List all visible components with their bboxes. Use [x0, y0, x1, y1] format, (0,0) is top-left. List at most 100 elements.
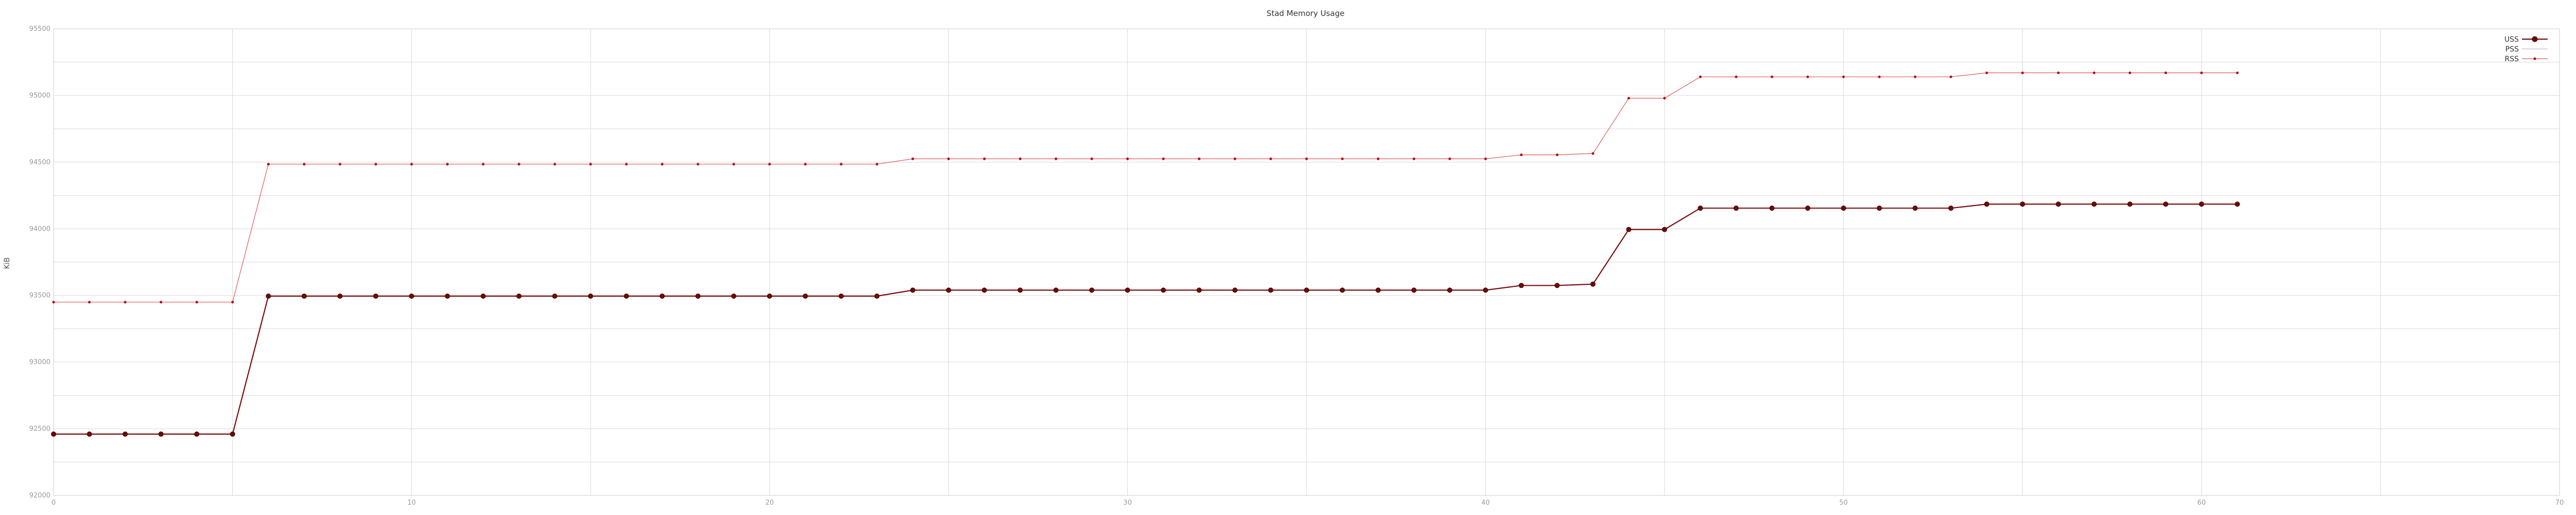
uss-point — [194, 431, 199, 437]
uss-point — [946, 287, 952, 293]
data-series — [51, 71, 2240, 437]
rss-point — [1770, 75, 1773, 78]
rss-point — [1735, 75, 1738, 78]
rss-point — [625, 163, 628, 166]
legend-label: PSS — [2505, 45, 2519, 54]
x-tick-label: 20 — [765, 499, 774, 507]
rss-point — [840, 163, 843, 166]
uss-point — [1340, 287, 1345, 293]
uss-point — [838, 294, 844, 299]
rss-point — [1950, 75, 1953, 78]
axes: 92000 92500 93000 93500 94000 94500 95000 95500… — [29, 25, 2564, 507]
uss-point — [1483, 287, 1488, 293]
rss-point — [1197, 157, 1201, 160]
uss-point — [1518, 283, 1524, 288]
rss-point — [1555, 153, 1558, 157]
x-tick-label: 0 — [52, 499, 56, 507]
uss-point — [122, 431, 128, 437]
x-tick-label: 40 — [1481, 499, 1490, 507]
legend-item-pss: PSS — [2505, 45, 2548, 54]
rss-point — [2200, 71, 2203, 75]
uss-point — [981, 287, 987, 293]
uss-point — [910, 287, 916, 293]
uss-point — [731, 294, 737, 299]
rss-point — [2128, 71, 2131, 75]
uss-point — [1841, 205, 1846, 211]
rss-point — [1269, 157, 1273, 160]
rss-point — [1412, 157, 1416, 160]
uss-point — [552, 294, 557, 299]
x-tick-label: 30 — [1123, 499, 1132, 507]
uss-point — [1948, 205, 1954, 211]
rss-point — [553, 163, 556, 166]
rss-point — [1448, 157, 1451, 160]
uss-point — [230, 431, 235, 437]
uss-point — [1554, 283, 1560, 288]
y-axis-label: KiB — [3, 258, 11, 269]
rss-point — [1233, 157, 1236, 160]
rss-point — [1878, 75, 1881, 78]
rss-point — [1520, 153, 1523, 157]
rss-point — [1627, 97, 1630, 100]
rss-point — [947, 157, 950, 160]
uss-point — [767, 294, 772, 299]
rss-point — [374, 163, 377, 166]
uss-point — [1984, 201, 1990, 207]
uss-point — [1268, 287, 1274, 293]
rss-point — [231, 301, 234, 304]
x-tick-label: 10 — [408, 499, 416, 507]
x-tick-label: 50 — [1839, 499, 1848, 507]
uss-point — [2020, 201, 2025, 207]
uss-point — [158, 431, 164, 437]
uss-point — [1125, 287, 1130, 293]
rss-point — [159, 301, 163, 304]
uss-point — [445, 294, 450, 299]
x-tick-label: 70 — [2555, 499, 2564, 507]
rss-point — [1162, 157, 1165, 160]
rss-point — [52, 301, 55, 304]
rss-point — [1663, 97, 1666, 100]
uss-point — [2091, 201, 2097, 207]
uss-point — [2234, 201, 2240, 207]
legend-swatch-marker — [2533, 57, 2536, 60]
uss-point — [1196, 287, 1202, 293]
uss-point — [1232, 287, 1238, 293]
rss-point — [1842, 75, 1845, 78]
rss-point — [911, 157, 914, 160]
uss-point — [588, 294, 594, 299]
rss-point — [1126, 157, 1129, 160]
uss-point — [874, 294, 880, 299]
rss-point — [88, 301, 91, 304]
uss-point — [87, 431, 92, 437]
legend-swatch-marker — [2532, 36, 2538, 42]
rss-point — [124, 301, 127, 304]
uss-point — [2056, 201, 2061, 207]
rss-point — [1591, 152, 1595, 155]
legend-label: USS — [2504, 36, 2519, 44]
rss-point — [660, 163, 664, 166]
y-tick-label: 94000 — [29, 225, 50, 233]
rss-point — [1484, 157, 1487, 160]
rss-point — [1055, 157, 1058, 160]
uss-point — [480, 294, 486, 299]
legend-item-uss: USS — [2504, 36, 2548, 44]
uss-point — [1662, 227, 1667, 232]
uss-point — [516, 294, 522, 299]
rss-point — [2164, 71, 2167, 75]
rss-point — [1985, 71, 1988, 75]
rss-point — [1019, 157, 1022, 160]
uss-point — [409, 294, 414, 299]
uss-point — [659, 294, 665, 299]
y-tick-label: 92500 — [29, 425, 50, 433]
rss-series — [52, 71, 2239, 304]
rss-point — [697, 163, 700, 166]
rss-line — [54, 72, 2238, 303]
uss-point — [1089, 287, 1095, 293]
rss-point — [1377, 157, 1380, 160]
uss-point — [1304, 287, 1309, 293]
uss-point — [1053, 287, 1059, 293]
chart-title: Stad Memory Usage — [1266, 9, 1344, 18]
rss-point — [267, 163, 270, 166]
rss-point — [2236, 71, 2239, 75]
